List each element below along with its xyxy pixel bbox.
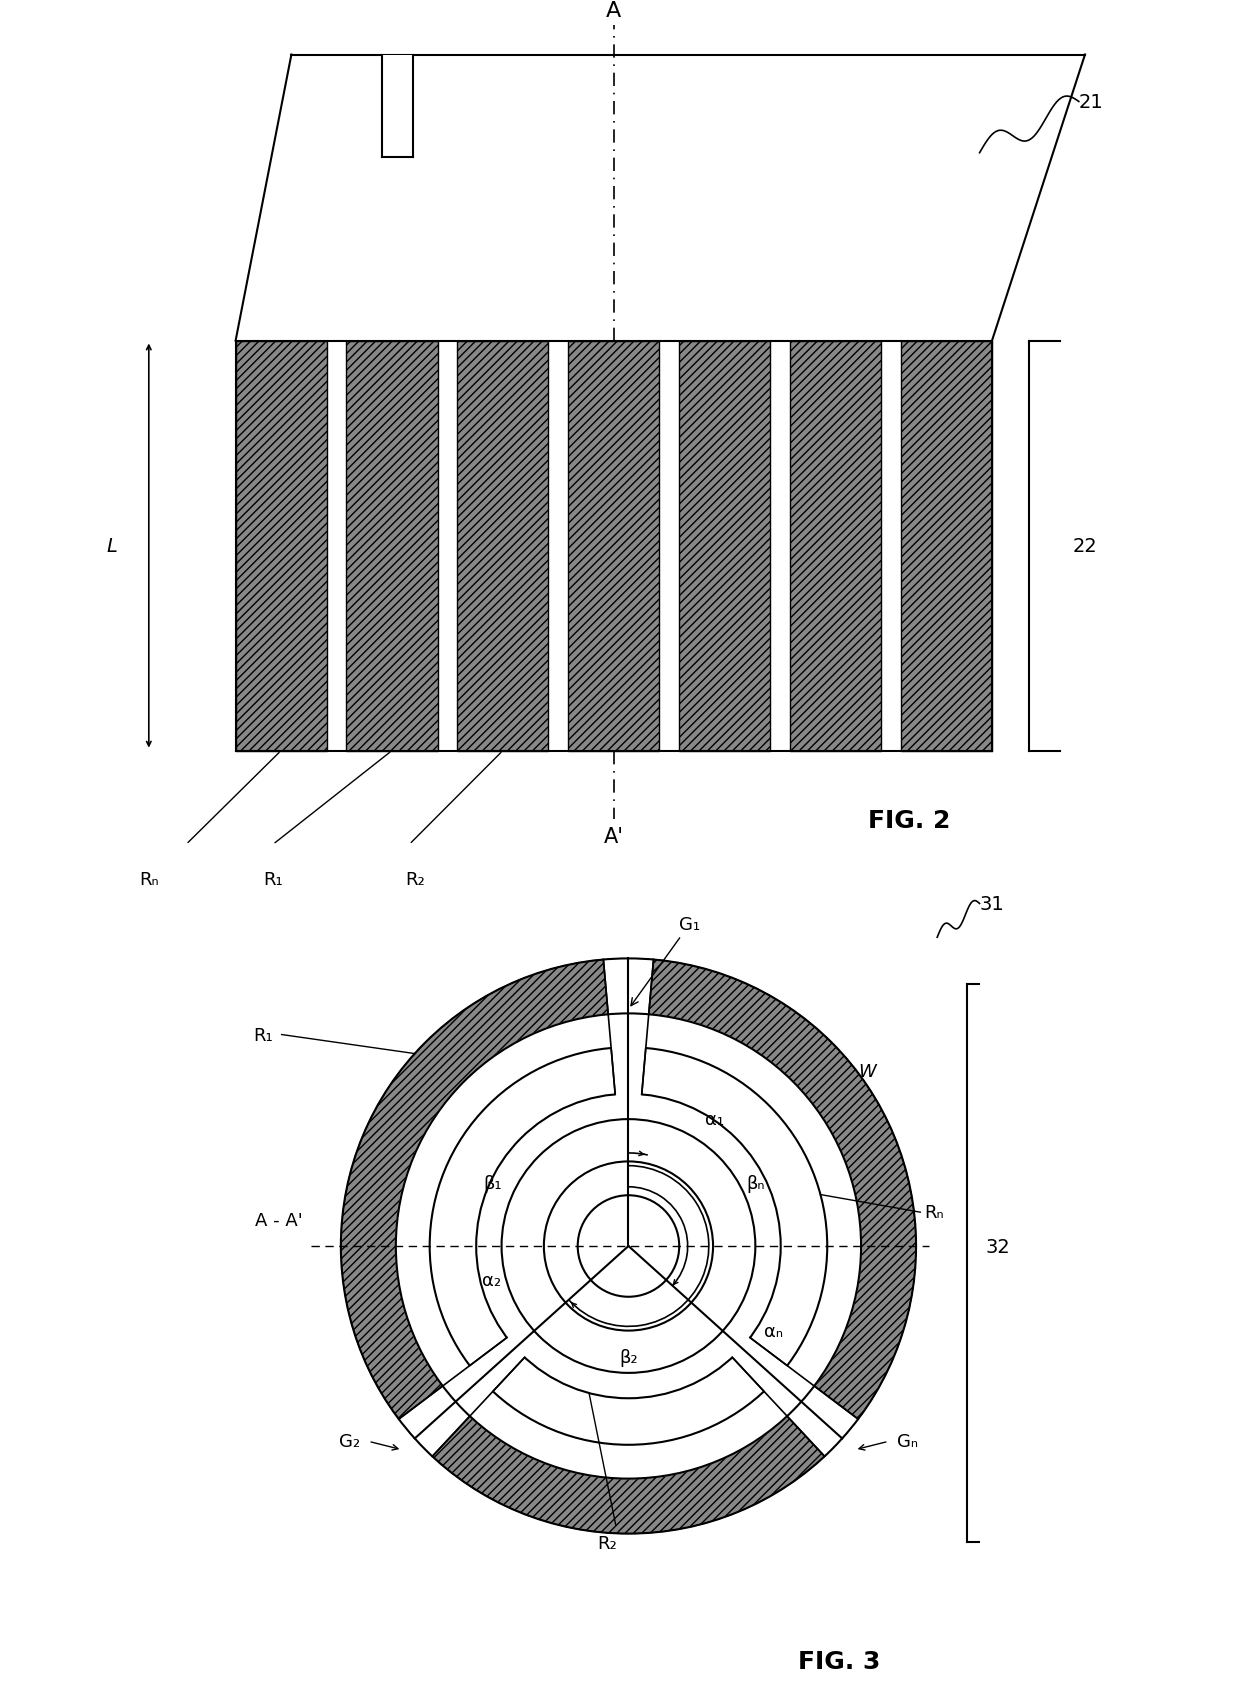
Wedge shape bbox=[642, 1048, 827, 1366]
Wedge shape bbox=[396, 1384, 472, 1459]
Text: α₂: α₂ bbox=[482, 1272, 501, 1289]
Text: Gₙ: Gₙ bbox=[897, 1432, 918, 1451]
Text: FIG. 2: FIG. 2 bbox=[868, 807, 950, 831]
Wedge shape bbox=[430, 1048, 615, 1366]
Bar bbox=[346, 341, 438, 751]
Text: Rₙ: Rₙ bbox=[139, 871, 159, 889]
Text: β₂: β₂ bbox=[619, 1349, 637, 1366]
Wedge shape bbox=[433, 1417, 825, 1533]
Bar bbox=[901, 341, 992, 751]
Wedge shape bbox=[466, 1335, 527, 1395]
Text: A': A' bbox=[604, 826, 624, 847]
Circle shape bbox=[476, 1094, 781, 1398]
Text: FIG. 3: FIG. 3 bbox=[797, 1649, 880, 1673]
Bar bbox=[790, 341, 882, 751]
Text: R₂: R₂ bbox=[405, 871, 425, 889]
Text: βₙ: βₙ bbox=[746, 1174, 765, 1191]
Text: G₂: G₂ bbox=[339, 1432, 360, 1451]
Text: A - A': A - A' bbox=[255, 1212, 303, 1229]
Text: Rₙ: Rₙ bbox=[925, 1203, 944, 1222]
Text: R₂: R₂ bbox=[598, 1533, 618, 1552]
Text: R₁: R₁ bbox=[253, 1026, 273, 1045]
Wedge shape bbox=[492, 1357, 764, 1444]
Wedge shape bbox=[603, 954, 653, 1019]
Wedge shape bbox=[611, 1043, 646, 1099]
Text: G₁: G₁ bbox=[631, 915, 701, 1005]
Wedge shape bbox=[729, 1335, 791, 1395]
Text: α₁: α₁ bbox=[704, 1111, 724, 1128]
Text: 22: 22 bbox=[1073, 536, 1097, 556]
Bar bbox=[680, 341, 770, 751]
Text: β₁: β₁ bbox=[484, 1174, 502, 1191]
Circle shape bbox=[396, 1014, 861, 1478]
Wedge shape bbox=[649, 959, 916, 1419]
Text: αₙ: αₙ bbox=[764, 1321, 782, 1340]
Wedge shape bbox=[341, 959, 608, 1419]
Wedge shape bbox=[784, 1384, 862, 1459]
Bar bbox=[458, 341, 548, 751]
Bar bbox=[568, 341, 660, 751]
Text: W: W bbox=[388, 53, 407, 72]
Bar bbox=[236, 341, 326, 751]
Text: 32: 32 bbox=[986, 1238, 1011, 1256]
Text: L: L bbox=[107, 536, 118, 556]
Bar bbox=[382, 55, 413, 159]
Text: W: W bbox=[858, 1063, 877, 1081]
Text: 31: 31 bbox=[980, 894, 1004, 913]
Text: 21: 21 bbox=[1079, 92, 1104, 113]
Text: A: A bbox=[606, 2, 621, 22]
Text: R₁: R₁ bbox=[263, 871, 283, 889]
